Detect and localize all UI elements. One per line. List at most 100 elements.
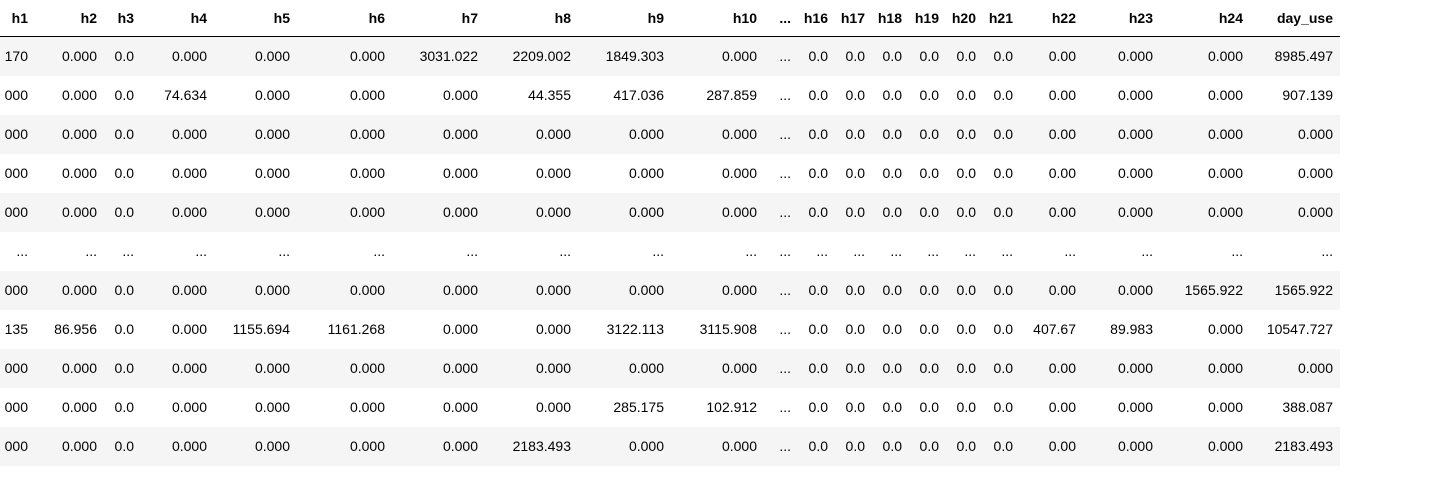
- column-header: h24: [1160, 0, 1250, 37]
- table-cell: 0.0: [845, 126, 865, 142]
- table-cell: 0.000: [721, 165, 757, 181]
- table-cell: 0.00: [1048, 165, 1076, 181]
- table-cell: 388.087: [1282, 399, 1333, 415]
- table-row: ........................................…: [0, 232, 1340, 271]
- table-cell: 0.0: [956, 321, 976, 337]
- table-cell: 0.0: [808, 438, 828, 454]
- table-cell: 0.0: [993, 48, 1013, 64]
- table-cell: 0.000: [171, 438, 207, 454]
- table-cell: 0.0: [956, 282, 976, 298]
- table-row: 000 0.000 0.0 0.000 0.000 0.000 0.000 0.000 0.00…: [0, 193, 1340, 232]
- column-header: h3: [104, 0, 141, 37]
- table-cell: ...: [122, 243, 134, 259]
- table-cell: 0.0: [114, 126, 134, 142]
- table-cell: 0.0: [808, 399, 828, 415]
- table-cell: 0.000: [628, 126, 664, 142]
- table-cell: 0.000: [1207, 126, 1243, 142]
- table-cell: 8985.497: [1274, 48, 1333, 64]
- table-cell: ...: [466, 243, 478, 259]
- table-cell: 0.0: [114, 282, 134, 298]
- table-cell: 0.0: [114, 399, 134, 415]
- table-cell: 0.000: [1117, 126, 1153, 142]
- table-cell: 86.956: [54, 321, 97, 337]
- table-cell: 0.0: [808, 165, 828, 181]
- table-cell: ...: [85, 243, 97, 259]
- table-cell: 3031.022: [419, 48, 478, 64]
- table-cell: 0.000: [1207, 321, 1243, 337]
- table-cell: 0.000: [628, 165, 664, 181]
- table-cell: 0.0: [919, 126, 939, 142]
- table-cell: ...: [890, 243, 902, 259]
- table-cell: 0.00: [1048, 282, 1076, 298]
- table-cell: 0.000: [349, 48, 385, 64]
- table-cell: 0.000: [254, 48, 290, 64]
- table-cell: 0.000: [1117, 360, 1153, 376]
- table-cell: 0.000: [628, 360, 664, 376]
- table-cell: 0.000: [1207, 438, 1243, 454]
- table-cell: 0.000: [349, 165, 385, 181]
- table-cell: 0.000: [442, 204, 478, 220]
- table-cell: 0.0: [845, 204, 865, 220]
- column-header: h2: [35, 0, 104, 37]
- table-cell: 0.000: [535, 399, 571, 415]
- table-cell: 0.0: [993, 282, 1013, 298]
- table-cell: 0.0: [808, 204, 828, 220]
- table-cell: 3122.113: [606, 321, 664, 337]
- table-cell: 0.0: [993, 321, 1013, 337]
- table-cell: 0.0: [808, 87, 828, 103]
- table-cell: ...: [779, 243, 791, 259]
- dataframe-table: h1 h2 h3 h4 h5 h6 h7 h8 h9 h10 ... h16 h…: [0, 0, 1340, 466]
- table-cell: 0.000: [1207, 48, 1243, 64]
- table-cell: 417.036: [613, 87, 664, 103]
- table-cell: ...: [816, 243, 828, 259]
- table-cell: 0.000: [61, 282, 97, 298]
- table-cell: 0.000: [254, 204, 290, 220]
- table-cell: 0.0: [808, 360, 828, 376]
- column-header: h1: [0, 0, 35, 37]
- table-cell: 0.000: [1117, 204, 1153, 220]
- table-cell: 0.000: [628, 282, 664, 298]
- table-cell: 0.000: [254, 360, 290, 376]
- table-row: 000 0.000 0.0 0.000 0.000 0.000 0.000 0.000 0.00…: [0, 271, 1340, 310]
- table-row: 170 0.000 0.0 0.000 0.000 0.000 3031.022 2209.0…: [0, 36, 1340, 76]
- table-cell: ...: [1141, 243, 1153, 259]
- table-cell: ...: [964, 243, 976, 259]
- table-cell: 0.00: [1048, 126, 1076, 142]
- table-cell: 0.000: [1117, 48, 1153, 64]
- column-header: h6: [297, 0, 392, 37]
- table-cell: 0.0: [919, 282, 939, 298]
- table-cell: 0.0: [845, 321, 865, 337]
- table-cell: 0.0: [114, 360, 134, 376]
- table-row: 000 0.000 0.0 0.000 0.000 0.000 0.000 2183.493 0…: [0, 427, 1340, 466]
- table-cell: 0.0: [114, 87, 134, 103]
- table-cell: 0.000: [1117, 282, 1153, 298]
- table-cell: 000: [4, 126, 28, 142]
- table-cell: 0.000: [349, 438, 385, 454]
- table-cell: 0.00: [1048, 438, 1076, 454]
- column-header: h20: [946, 0, 983, 37]
- table-cell: 1161.268: [327, 321, 385, 337]
- table-cell: 0.0: [882, 360, 902, 376]
- table-cell: 89.983: [1110, 321, 1153, 337]
- table-cell: 0.0: [808, 282, 828, 298]
- table-cell: 0.000: [1207, 399, 1243, 415]
- table-cell: 0.000: [1207, 204, 1243, 220]
- table-cell: 0.0: [919, 48, 939, 64]
- table-cell: 0.0: [808, 48, 828, 64]
- table-cell: 1849.303: [605, 48, 664, 64]
- table-cell: 0.000: [349, 126, 385, 142]
- table-cell: 0.0: [845, 438, 865, 454]
- table-cell: 0.000: [721, 282, 757, 298]
- table-cell: 0.0: [845, 360, 865, 376]
- table-row: 000 0.000 0.0 74.634 0.000 0.000 0.000 44.355 41…: [0, 76, 1340, 115]
- table-cell: ...: [1064, 243, 1076, 259]
- table-cell: ...: [559, 243, 571, 259]
- table-cell: ...: [853, 243, 865, 259]
- table-cell: 0.0: [845, 48, 865, 64]
- table-row: 000 0.000 0.0 0.000 0.000 0.000 0.000 0.000 0.00…: [0, 349, 1340, 388]
- table-cell: ...: [779, 48, 791, 64]
- table-cell: 0.000: [171, 204, 207, 220]
- column-header: h19: [909, 0, 946, 37]
- table-cell: 0.000: [254, 399, 290, 415]
- table-cell: 0.000: [1117, 87, 1153, 103]
